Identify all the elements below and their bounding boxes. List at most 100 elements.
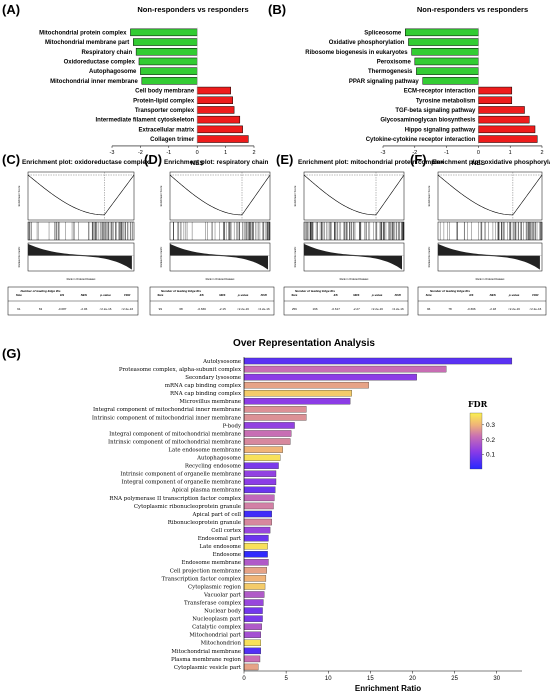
bar-label: PPAR signaling pathway	[349, 79, 420, 85]
table-header: NES	[490, 293, 496, 297]
table-cell: 196	[312, 307, 317, 311]
legend-tick-label: 0.1	[486, 452, 495, 459]
table-cell: -2.27	[353, 307, 360, 311]
hit-markers	[173, 222, 270, 240]
bar	[243, 615, 263, 622]
bar	[422, 77, 479, 85]
diverging-bar-chart-a: Non-responders vs responders Mitochondria…	[39, 5, 255, 167]
table-header: Size	[426, 293, 432, 297]
bar-label: Mitochondrial membrane	[171, 649, 241, 655]
table-cell: <2.2e-16	[392, 307, 404, 311]
legend-tick-label: 0.2	[486, 437, 495, 444]
bar	[243, 583, 266, 590]
bar-label: Spliceosome	[364, 30, 402, 36]
bar	[130, 28, 198, 37]
bar	[243, 534, 269, 542]
bar-label: Microvillus membrane	[179, 399, 241, 405]
x-axis-title: Rank in Ordered Dataset	[340, 277, 369, 281]
bar	[408, 38, 479, 46]
x-tick-label: 5	[284, 676, 288, 682]
bar	[243, 365, 447, 373]
ranked-area	[170, 243, 268, 270]
bar-label: Autophagosome	[196, 456, 241, 462]
y-axis-title: Enrichment Score	[427, 185, 431, 206]
fdr-legend: FDR 0.3 0.2 0.1	[468, 399, 495, 470]
table-header: ES	[469, 293, 473, 297]
enrichment-title: Enrichment plot: respiratory chain	[164, 159, 268, 166]
bar	[135, 48, 198, 56]
bar-label: Late endosome membrane	[168, 447, 241, 453]
bar	[196, 96, 233, 104]
bar	[196, 115, 241, 124]
table-cell: <2.2e-16	[508, 307, 520, 311]
x-axis-title: Rank in Ordered Dataset	[476, 277, 505, 281]
bar	[414, 57, 479, 66]
bar	[243, 639, 261, 647]
bar	[196, 106, 235, 114]
bar-label: Cell projection membrane	[170, 568, 241, 574]
es-frame	[437, 171, 543, 221]
bar-label: Proteasome complex, alpha-subunit comple…	[119, 367, 241, 373]
bar-label: Nucleoplasm part	[192, 617, 242, 623]
bar-label: P-body	[223, 423, 242, 429]
table-cell: -0.666	[467, 307, 476, 311]
x-tick-label: 1	[224, 150, 227, 156]
bar	[478, 86, 513, 95]
x-axis-title: Enrichment Ratio	[355, 684, 421, 693]
bar	[243, 631, 261, 638]
bar-label: Intrinsic component of organelle membran…	[120, 472, 241, 478]
bar	[243, 494, 275, 502]
table-header: p-value	[237, 293, 249, 297]
x-tick-label: 30	[493, 676, 500, 682]
table-header: Number of leading Edge IDs	[430, 289, 470, 293]
y-axis-title: Enrichment Score	[293, 185, 297, 206]
table-header: FDR	[261, 293, 268, 297]
bar-label: Glycosaminoglycan biosynthesis	[380, 118, 476, 124]
legend-colorbar	[469, 412, 483, 470]
bar	[243, 438, 291, 445]
table-cell: 99	[159, 307, 163, 311]
bar	[243, 502, 274, 510]
bar-label: Catalytic complex	[192, 625, 241, 631]
bar-label: RNA polymerase II transcription factor c…	[109, 496, 241, 502]
es-frame	[27, 171, 135, 221]
ranked-area	[304, 243, 402, 270]
bar	[196, 125, 243, 134]
bar-label: Integral component of organelle membrane	[122, 480, 242, 486]
bar	[243, 559, 269, 566]
x-tick-label: -3	[110, 150, 115, 156]
table-cell: 78	[448, 307, 452, 311]
x-tick-label: 0	[242, 676, 246, 682]
table-header: NES	[81, 293, 87, 297]
x-tick-label: -2	[412, 150, 417, 156]
bar-label: Intrinsic component of mitochondrial inn…	[92, 415, 241, 421]
bar-label: Intermediate filament cytoskeleton	[95, 118, 194, 124]
table-header: ES	[334, 293, 338, 297]
y-axis-title: Enrichment Score	[17, 185, 21, 206]
bar	[243, 422, 295, 429]
x-tick-label: 10	[325, 676, 332, 682]
enrichment-title: Enrichment plot: oxidoreductase complex	[22, 159, 150, 166]
table-header: p-value	[371, 293, 383, 297]
bar	[478, 96, 513, 104]
bar	[243, 647, 261, 655]
table-header: FDR	[395, 293, 402, 297]
panel-label-b: (B)	[268, 2, 286, 17]
bar	[243, 623, 262, 630]
bar	[243, 510, 272, 518]
ranked-area	[438, 243, 540, 270]
x-tick-label: -2	[138, 150, 143, 156]
x-tick-label: 15	[367, 676, 374, 682]
y2-axis-title: Ranked list metric	[293, 246, 297, 267]
bar-label: Apical plasma membrane	[171, 488, 241, 494]
bar-label: Collagen trimer	[150, 137, 195, 143]
bar	[405, 28, 479, 37]
legend-title: FDR	[468, 399, 488, 409]
table-cell: -0.666	[197, 307, 206, 311]
bar-label: Mitochondrial membrane part	[45, 40, 129, 46]
bar	[243, 575, 267, 582]
bar	[243, 398, 351, 405]
bar	[243, 607, 263, 614]
bar	[243, 551, 268, 558]
ora-bar-chart: Over Representation Analysis Autolysosome…	[92, 338, 522, 693]
